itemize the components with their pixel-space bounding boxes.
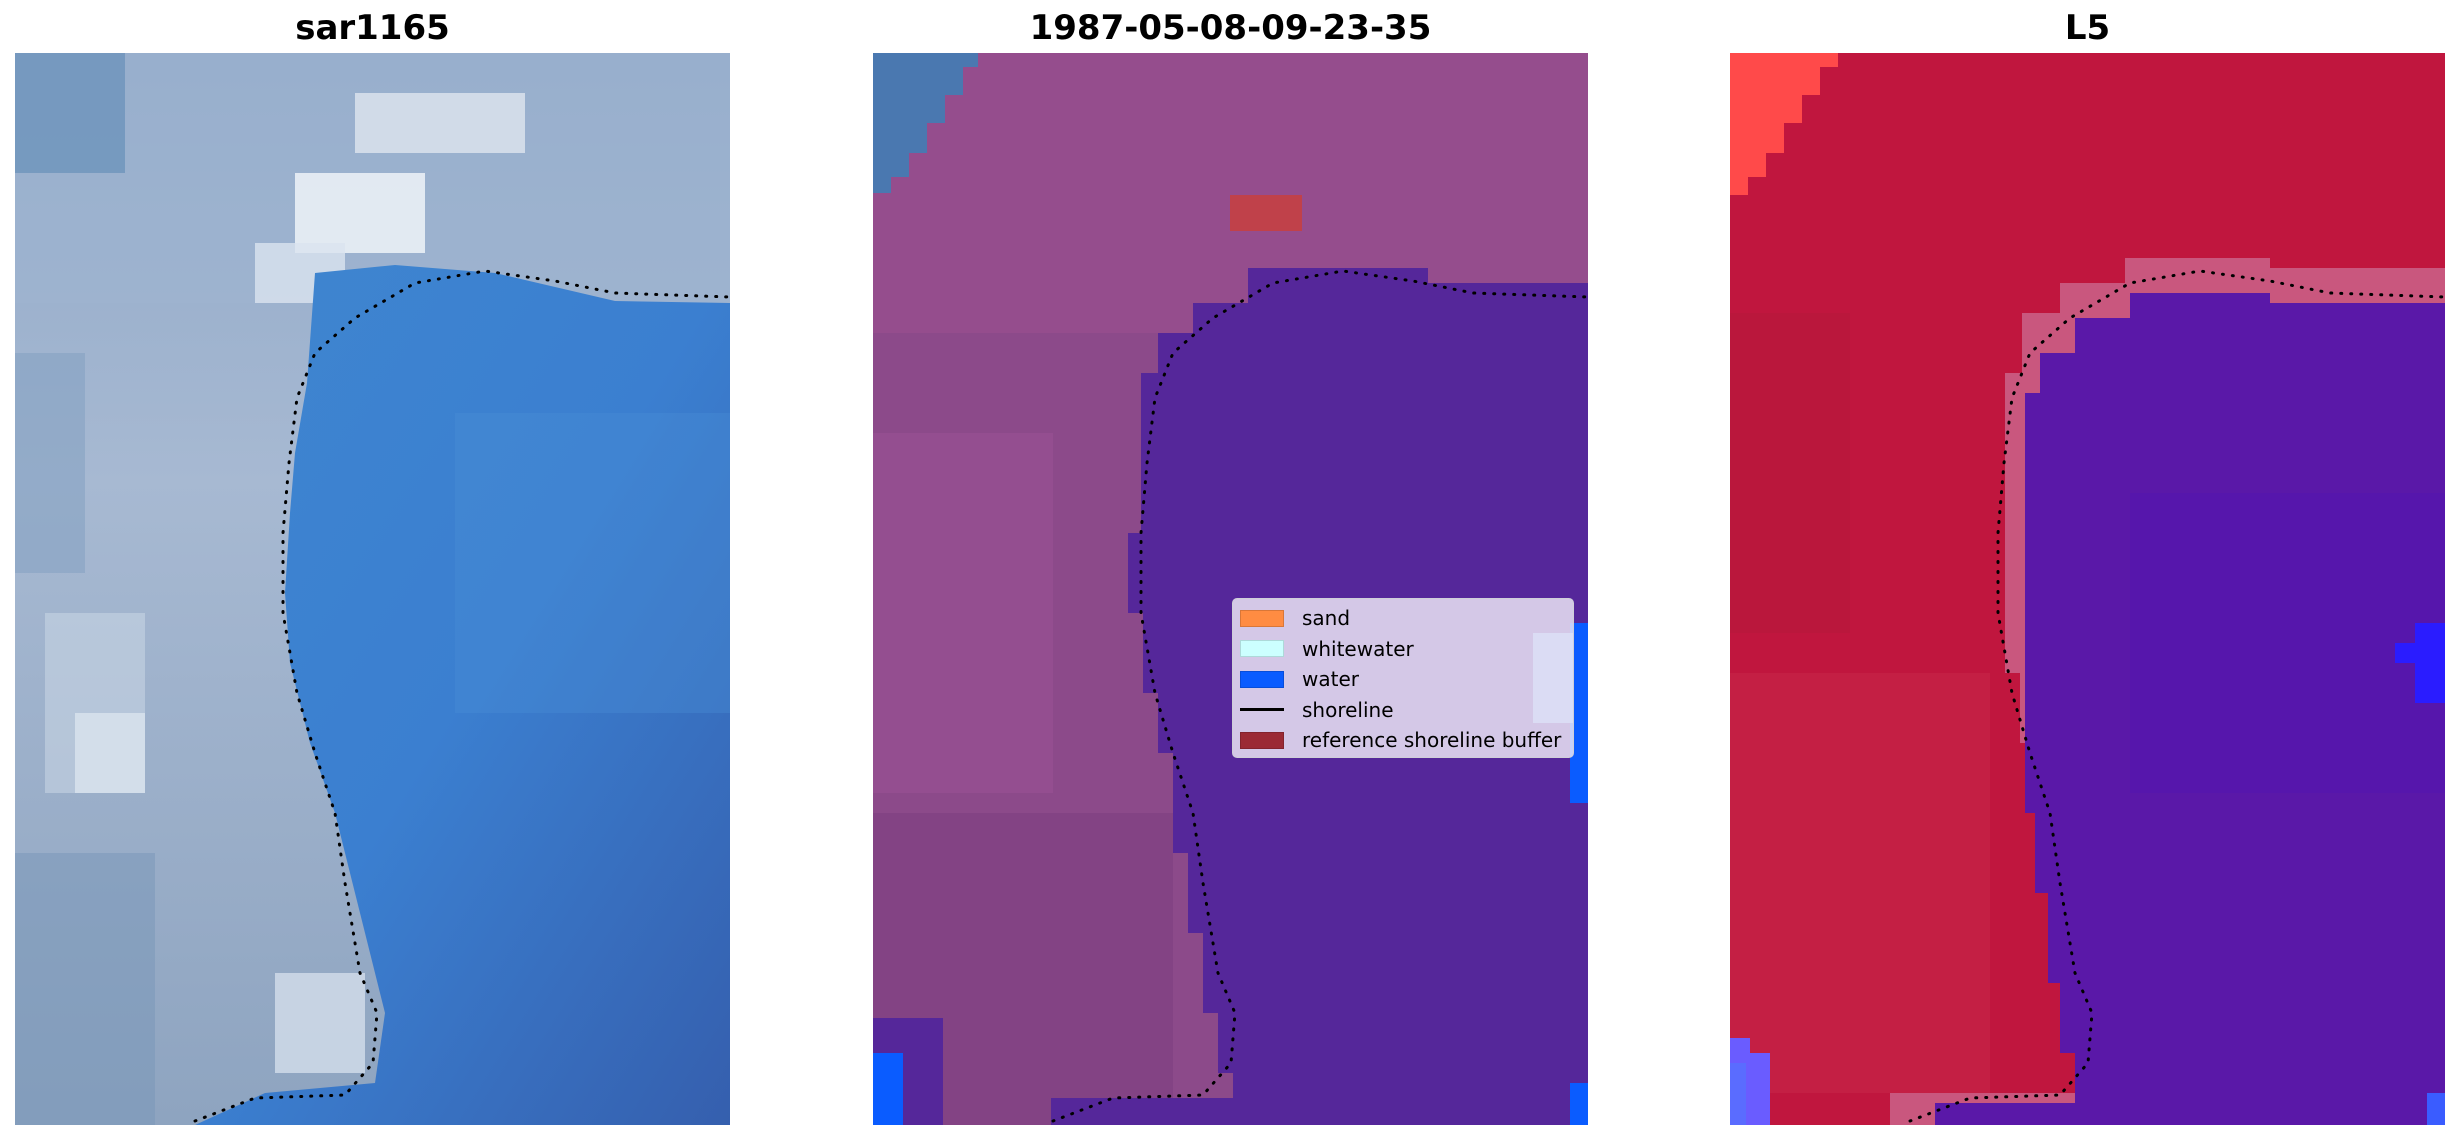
classification-image-canvas (873, 53, 1588, 1125)
panel-rgb: sar1165 (15, 0, 730, 1140)
legend-item-water: water (1233, 664, 1573, 695)
legend-item-sand: sand (1233, 603, 1573, 634)
legend-item-whitewater: whitewater (1233, 634, 1573, 665)
rgb-image (15, 53, 730, 1125)
shoreline-line-swatch (1240, 708, 1284, 712)
legend: sand whitewater water shoreline referenc… (1232, 598, 1574, 758)
index-image-canvas (1730, 53, 2445, 1125)
panel-title-index: L5 (2064, 8, 2111, 48)
shoreline-dotted (1908, 269, 2445, 1123)
panel-title-rgb: sar1165 (295, 8, 450, 48)
shoreline-dotted (193, 269, 730, 1123)
legend-label: whitewater (1302, 636, 1414, 661)
legend-label: water (1302, 667, 1359, 692)
water-swatch (1240, 670, 1284, 688)
legend-label: reference shoreline buffer (1302, 728, 1562, 753)
legend-label: sand (1302, 606, 1351, 631)
sand-swatch (1240, 609, 1284, 627)
legend-item-reference-buffer: reference shoreline buffer (1233, 725, 1573, 756)
reference-buffer-swatch (1240, 731, 1284, 749)
legend-item-shoreline: shoreline (1233, 695, 1573, 726)
legend-label: shoreline (1302, 697, 1394, 722)
panel-title-classification: 1987-05-08-09-23-35 (1029, 8, 1432, 48)
rgb-image-canvas (15, 53, 730, 1125)
classification-image (873, 53, 1588, 1125)
panel-index: L5 (1730, 0, 2445, 1140)
shoreline-dotted (1051, 269, 1588, 1123)
panel-classification: 1987-05-08-09-23-35 (873, 0, 1588, 1140)
whitewater-swatch (1240, 640, 1284, 658)
index-image (1730, 53, 2445, 1125)
